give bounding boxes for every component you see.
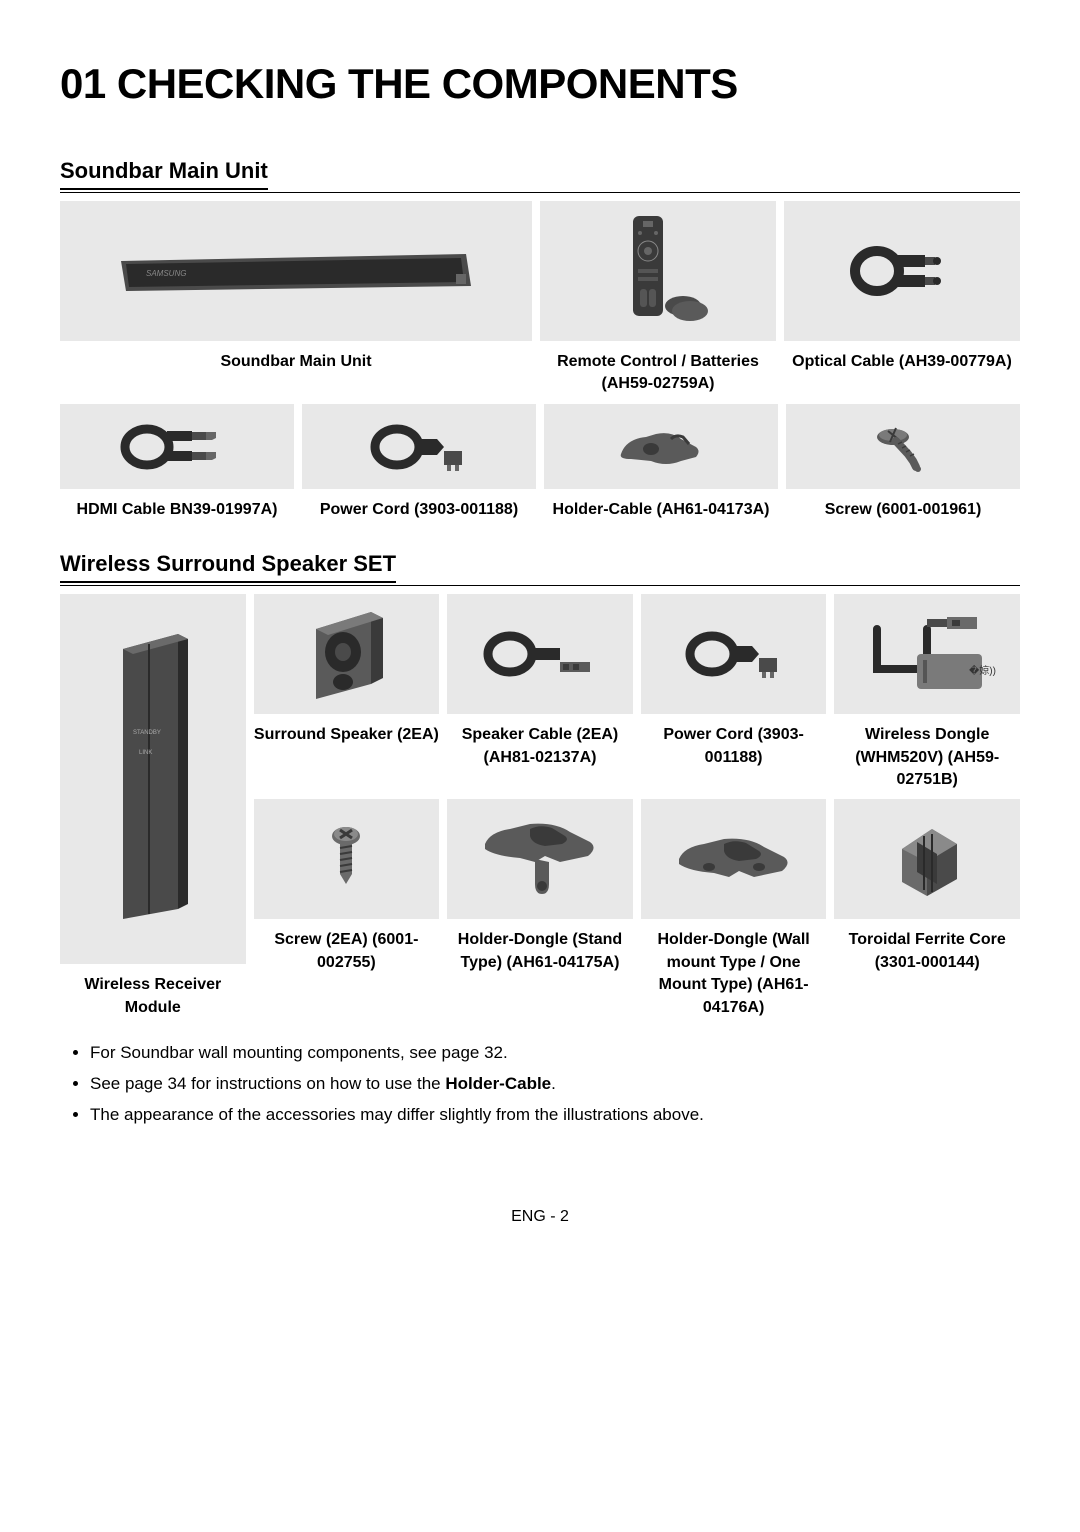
component-label: Screw (6001-001961) (786, 499, 1020, 521)
ferrite-core-illustration (834, 799, 1020, 919)
soundbar-illustration: SAMSUNG (60, 201, 532, 341)
screw-illustration (786, 404, 1020, 489)
holder-dongle-wall-illustration (641, 799, 827, 919)
power-cord-illustration-2 (641, 594, 827, 714)
component-holder-dongle-stand: Holder-Dongle (Stand Type) (AH61-04175A) (447, 799, 633, 1019)
component-screw-2: Screw (2EA) (6001-002755) (254, 799, 440, 1019)
component-hdmi: HDMI Cable BN39-01997A) (60, 404, 294, 521)
component-screw: Screw (6001-001961) (786, 404, 1020, 521)
optical-cable-illustration (784, 201, 1020, 341)
component-label: Speaker Cable (2EA) (AH81-02137A) (447, 724, 633, 769)
component-wireless-dongle: �婛)) Wireless Dongle (WHM520V) (AH59-027… (834, 594, 1020, 791)
component-label: Holder-Dongle (Stand Type) (AH61-04175A) (447, 929, 633, 974)
note-text: For Soundbar wall mounting components, s… (90, 1043, 508, 1062)
component-label: Remote Control / Batteries (AH59-02759A) (540, 351, 776, 396)
section-rule (60, 192, 1020, 193)
note-text: . (551, 1074, 556, 1093)
note-text: The appearance of the accessories may di… (90, 1105, 704, 1124)
component-label: HDMI Cable BN39-01997A) (60, 499, 294, 521)
screw-2-illustration (254, 799, 440, 919)
section-rule (60, 585, 1020, 586)
wireless-grid: STANDBY LINK Wireless Receiver Module Su… (60, 594, 1020, 1019)
component-label: Toroidal Ferrite Core (3301-000144) (834, 929, 1020, 974)
component-remote: Remote Control / Batteries (AH59-02759A) (540, 201, 776, 396)
component-label: Holder-Cable (AH61-04173A) (544, 499, 778, 521)
section-heading-wireless: Wireless Surround Speaker SET (60, 551, 396, 583)
component-label: Holder-Dongle (Wall mount Type / One Mou… (641, 929, 827, 1019)
svg-text:LINK: LINK (139, 750, 152, 756)
speaker-cable-illustration (447, 594, 633, 714)
component-label: Optical Cable (AH39-00779A) (784, 351, 1020, 373)
component-ferrite-core: Toroidal Ferrite Core (3301-000144) (834, 799, 1020, 1019)
component-speaker-cable: Speaker Cable (2EA) (AH81-02137A) (447, 594, 633, 791)
component-label: Power Cord (3903-001188) (641, 724, 827, 769)
svg-text:�婛)): �婛)) (969, 664, 996, 677)
section-heading-soundbar: Soundbar Main Unit (60, 158, 268, 190)
component-label: Surround Speaker (2EA) (254, 724, 440, 746)
component-optical-cable: Optical Cable (AH39-00779A) (784, 201, 1020, 396)
surround-speaker-illustration (254, 594, 440, 714)
component-soundbar: SAMSUNG Soundbar Main Unit (60, 201, 532, 396)
notes-list: For Soundbar wall mounting components, s… (90, 1039, 1020, 1129)
svg-text:STANDBY: STANDBY (133, 730, 161, 736)
remote-illustration (540, 201, 776, 341)
component-power-cord-2: Power Cord (3903-001188) (641, 594, 827, 791)
page-title: 01 CHECKING THE COMPONENTS (60, 60, 1020, 108)
component-label: Wireless Receiver Module (60, 974, 246, 1019)
component-label: Screw (2EA) (6001-002755) (254, 929, 440, 974)
soundbar-row2: HDMI Cable BN39-01997A) Power Cord (3903… (60, 404, 1020, 521)
note-item: See page 34 for instructions on how to u… (90, 1070, 1020, 1097)
hdmi-illustration (60, 404, 294, 489)
power-cord-illustration (302, 404, 536, 489)
component-holder-dongle-wall: Holder-Dongle (Wall mount Type / One Mou… (641, 799, 827, 1019)
note-text: See page 34 for instructions on how to u… (90, 1074, 445, 1093)
svg-text:SAMSUNG: SAMSUNG (146, 269, 186, 278)
wireless-dongle-illustration: �婛)) (834, 594, 1020, 714)
holder-dongle-stand-illustration (447, 799, 633, 919)
component-label: Wireless Dongle (WHM520V) (AH59-02751B) (834, 724, 1020, 791)
note-item: The appearance of the accessories may di… (90, 1101, 1020, 1128)
soundbar-row1: SAMSUNG Soundbar Main Unit Remote Contro… (60, 201, 1020, 396)
component-power-cord: Power Cord (3903-001188) (302, 404, 536, 521)
component-holder-cable: Holder-Cable (AH61-04173A) (544, 404, 778, 521)
component-receiver: STANDBY LINK Wireless Receiver Module (60, 594, 246, 1019)
note-bold: Holder-Cable (445, 1074, 551, 1093)
holder-cable-illustration (544, 404, 778, 489)
page-number: ENG - 2 (60, 1208, 1020, 1226)
component-surround-speaker: Surround Speaker (2EA) (254, 594, 440, 791)
component-label: Power Cord (3903-001188) (302, 499, 536, 521)
component-label: Soundbar Main Unit (60, 351, 532, 373)
receiver-illustration: STANDBY LINK (60, 594, 246, 964)
note-item: For Soundbar wall mounting components, s… (90, 1039, 1020, 1066)
